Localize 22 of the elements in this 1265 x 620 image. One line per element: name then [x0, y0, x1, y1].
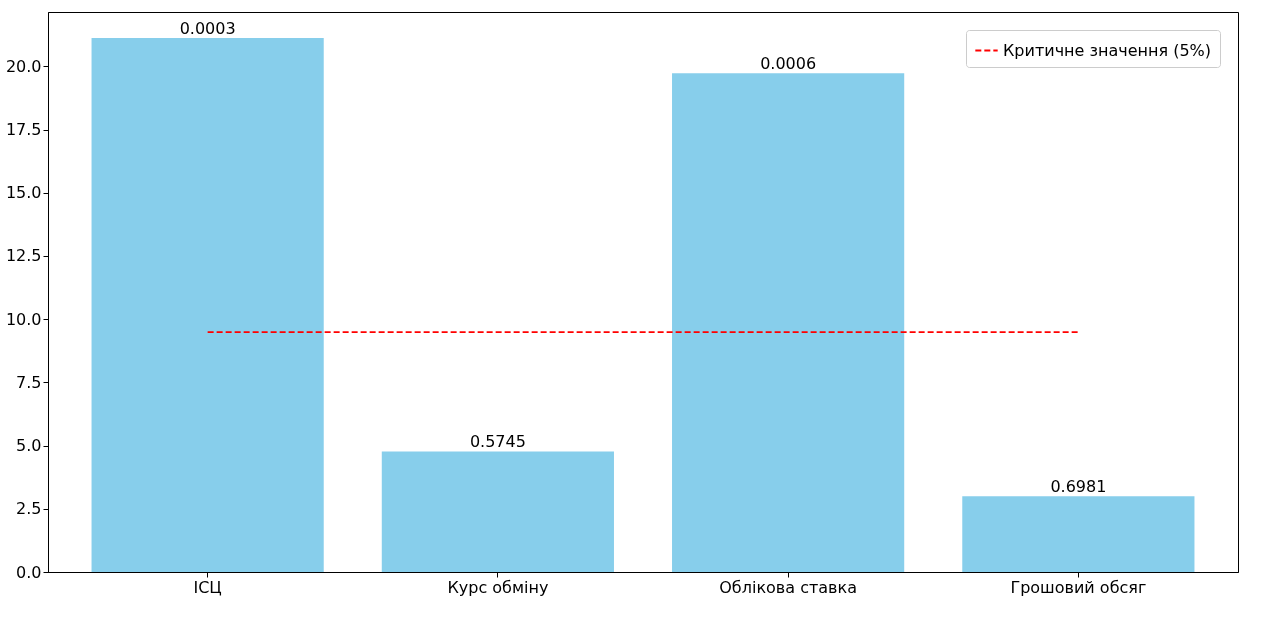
y-tick-label: 7.5	[16, 372, 42, 392]
annotation: 0.6981	[1050, 477, 1107, 497]
y-tick-label: 15.0	[5, 183, 42, 203]
bar	[91, 38, 324, 572]
y-tick-label: 20.0	[5, 56, 42, 76]
bar	[672, 73, 905, 572]
bar	[381, 451, 614, 572]
x-tick-label: ІСЦ	[193, 577, 222, 597]
annotation: 0.0003	[179, 19, 236, 39]
annotation: 0.0006	[760, 54, 817, 74]
x-tick-label: Грошовий обсяг	[1010, 577, 1147, 597]
y-tick-label: 10.0	[5, 309, 42, 329]
x-tick-label: Облікова ставка	[719, 577, 857, 597]
x-tick-label: Курс обміну	[447, 577, 549, 597]
legend-label: Критичне значення (5%)	[1003, 40, 1212, 60]
y-tick-label: 0.0	[16, 562, 42, 582]
y-tick-label: 17.5	[5, 120, 42, 140]
y-tick-label: 12.5	[5, 246, 42, 266]
annotation: 0.5745	[469, 432, 526, 452]
y-tick-label: 5.0	[16, 436, 42, 456]
y-tick-label: 2.5	[16, 499, 42, 519]
bar	[962, 496, 1195, 572]
